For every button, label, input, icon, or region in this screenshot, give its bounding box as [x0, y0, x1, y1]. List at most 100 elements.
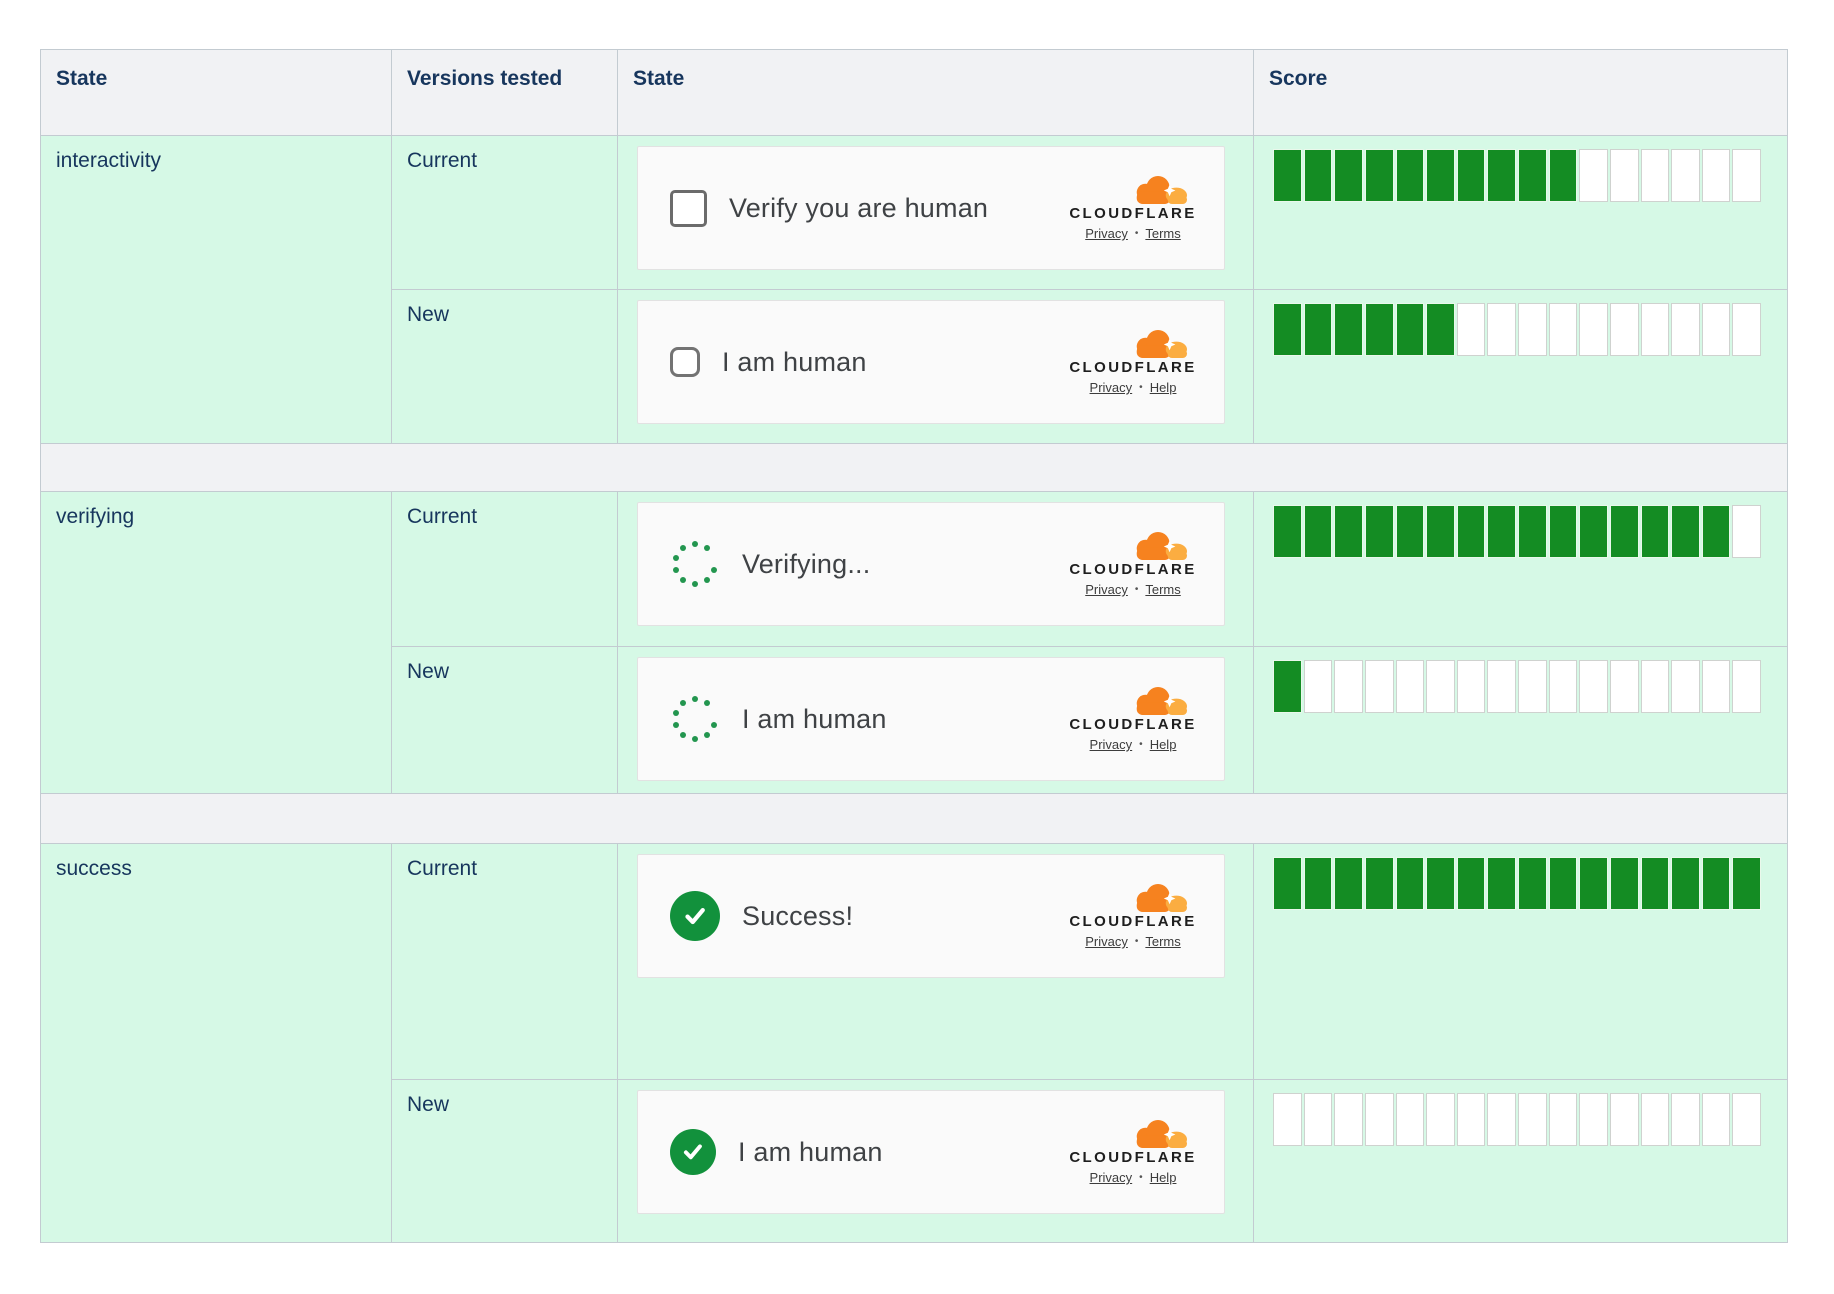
- checkbox-icon[interactable]: [670, 347, 700, 377]
- terms-link[interactable]: Terms: [1145, 226, 1180, 241]
- help-link[interactable]: Help: [1150, 737, 1177, 752]
- score-segment: [1518, 149, 1547, 202]
- widget-cell: I am human CLOUDFLARE Privacy • Help: [618, 1080, 1254, 1243]
- link-separator: •: [1139, 739, 1143, 750]
- privacy-link[interactable]: Privacy: [1090, 737, 1133, 752]
- score-segment: [1641, 303, 1670, 356]
- widget-label: I am human: [738, 1137, 883, 1168]
- score-segment: [1487, 303, 1516, 356]
- version-label: Current: [407, 149, 477, 172]
- score-segment: [1518, 1093, 1547, 1146]
- score-segment: [1365, 660, 1394, 713]
- score-segment: [1426, 149, 1455, 202]
- turnstile-card-interactivity-current: Verify you are human CLOUDFLARE Privacy …: [637, 146, 1225, 270]
- turnstile-card-success-current: Success! CLOUDFLARE Privacy • Terms: [637, 854, 1225, 978]
- score-segment: [1487, 857, 1516, 910]
- privacy-link[interactable]: Privacy: [1090, 1170, 1133, 1185]
- header-cell-widget-state: State: [618, 50, 1254, 136]
- score-segment: [1396, 505, 1425, 558]
- cloudflare-wordmark: CLOUDFLARE: [1069, 561, 1196, 578]
- score-segment: [1304, 149, 1333, 202]
- cloudflare-logo-icon: [1126, 686, 1190, 715]
- score-segment: [1273, 1093, 1302, 1146]
- turnstile-card-verifying-new: I am human CLOUDFLARE Privacy • Help: [637, 657, 1225, 781]
- state-cell-success: success: [41, 844, 392, 1243]
- score-segment: [1732, 149, 1761, 202]
- score-cell: [1254, 647, 1788, 794]
- cloudflare-brand: CLOUDFLARE Privacy • Terms: [1066, 883, 1200, 949]
- score-segment: [1365, 505, 1394, 558]
- checkbox-icon[interactable]: [670, 190, 707, 227]
- privacy-link[interactable]: Privacy: [1090, 380, 1133, 395]
- widget-label: I am human: [742, 704, 887, 735]
- header-label: Score: [1269, 67, 1327, 90]
- score-segment: [1641, 857, 1670, 910]
- score-segment: [1365, 303, 1394, 356]
- score-bar: [1273, 303, 1761, 356]
- score-segment: [1671, 660, 1700, 713]
- version-cell: Current: [392, 492, 618, 647]
- widget-cell: Verifying... CLOUDFLARE Privacy • Terms: [618, 492, 1254, 647]
- cloudflare-logo-icon: [1126, 1119, 1190, 1148]
- score-segment: [1671, 505, 1700, 558]
- score-segment: [1426, 505, 1455, 558]
- score-segment: [1334, 505, 1363, 558]
- score-bar: [1273, 149, 1761, 202]
- header-cell-versions: Versions tested: [392, 50, 618, 136]
- score-segment: [1487, 505, 1516, 558]
- score-segment: [1549, 857, 1578, 910]
- privacy-link[interactable]: Privacy: [1085, 226, 1128, 241]
- widget-cell: I am human CLOUDFLARE Privacy • Help: [618, 647, 1254, 794]
- score-segment: [1671, 149, 1700, 202]
- score-cell: [1254, 492, 1788, 647]
- score-segment: [1457, 303, 1486, 356]
- score-segment: [1641, 149, 1670, 202]
- widget-cell: Verify you are human CLOUDFLARE Privacy …: [618, 136, 1254, 290]
- score-segment: [1579, 149, 1608, 202]
- score-segment: [1396, 857, 1425, 910]
- score-segment: [1396, 1093, 1425, 1146]
- score-segment: [1610, 857, 1639, 910]
- score-segment: [1610, 1093, 1639, 1146]
- cloudflare-brand: CLOUDFLARE Privacy • Help: [1066, 329, 1200, 395]
- version-label: New: [407, 660, 449, 683]
- score-segment: [1732, 660, 1761, 713]
- score-segment: [1579, 660, 1608, 713]
- score-segment: [1702, 857, 1731, 910]
- cloudflare-brand: CLOUDFLARE Privacy • Terms: [1066, 175, 1200, 241]
- widget-label: Verifying...: [742, 549, 870, 580]
- score-segment: [1273, 303, 1302, 356]
- state-label: verifying: [56, 505, 134, 528]
- score-segment: [1304, 660, 1333, 713]
- score-cell: [1254, 290, 1788, 444]
- score-segment: [1702, 149, 1731, 202]
- score-segment: [1426, 1093, 1455, 1146]
- score-segment: [1702, 1093, 1731, 1146]
- score-segment: [1579, 303, 1608, 356]
- terms-link[interactable]: Terms: [1145, 934, 1180, 949]
- score-segment: [1273, 149, 1302, 202]
- turnstile-card-interactivity-new: I am human CLOUDFLARE Privacy • Help: [637, 300, 1225, 424]
- score-segment: [1549, 1093, 1578, 1146]
- score-segment: [1518, 857, 1547, 910]
- score-segment: [1702, 303, 1731, 356]
- score-segment: [1457, 149, 1486, 202]
- turnstile-card-success-new: I am human CLOUDFLARE Privacy • Help: [637, 1090, 1225, 1214]
- score-segment: [1732, 1093, 1761, 1146]
- comparison-page: State Versions tested State Score intera…: [0, 0, 1834, 1294]
- score-segment: [1304, 857, 1333, 910]
- score-segment: [1641, 505, 1670, 558]
- score-segment: [1549, 303, 1578, 356]
- spinner-icon: [670, 539, 720, 589]
- terms-link[interactable]: Terms: [1145, 582, 1180, 597]
- score-segment: [1518, 660, 1547, 713]
- help-link[interactable]: Help: [1150, 380, 1177, 395]
- cloudflare-wordmark: CLOUDFLARE: [1069, 1149, 1196, 1166]
- privacy-link[interactable]: Privacy: [1085, 934, 1128, 949]
- score-segment: [1671, 857, 1700, 910]
- widget-cell: Success! CLOUDFLARE Privacy • Terms: [618, 844, 1254, 1080]
- privacy-link[interactable]: Privacy: [1085, 582, 1128, 597]
- help-link[interactable]: Help: [1150, 1170, 1177, 1185]
- success-check-icon: [670, 1129, 716, 1175]
- spinner-icon: [670, 694, 720, 744]
